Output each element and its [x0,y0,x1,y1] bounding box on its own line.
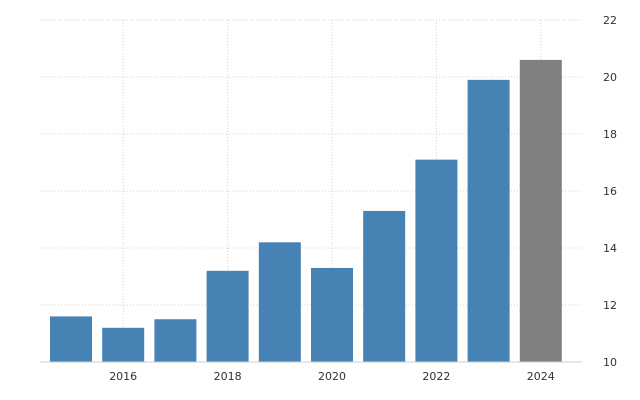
y-tick-label: 14 [603,242,617,255]
bar-2016[interactable] [102,327,145,362]
x-tick-label: 2020 [318,370,346,383]
y-tick-label: 12 [603,299,617,312]
y-tick-label: 22 [603,14,617,27]
bar-2017[interactable] [154,319,197,362]
bar-2022[interactable] [415,159,458,362]
x-tick-label: 2018 [214,370,242,383]
y-tick-label: 20 [603,71,617,84]
bars [50,59,562,363]
y-tick-label: 16 [603,185,617,198]
x-tick-label: 2016 [109,370,137,383]
x-tick-label: 2022 [422,370,450,383]
bar-2015[interactable] [50,316,92,362]
bar-2023[interactable] [467,79,510,362]
bar-2024[interactable] [519,59,562,363]
bar-2019[interactable] [258,242,301,362]
x-tick-label: 2024 [527,370,555,383]
bar-2018[interactable] [206,270,249,362]
bar-2020[interactable] [311,267,353,362]
y-tick-label: 18 [603,128,617,141]
y-tick-label: 10 [603,356,617,369]
bar-2021[interactable] [363,210,406,362]
